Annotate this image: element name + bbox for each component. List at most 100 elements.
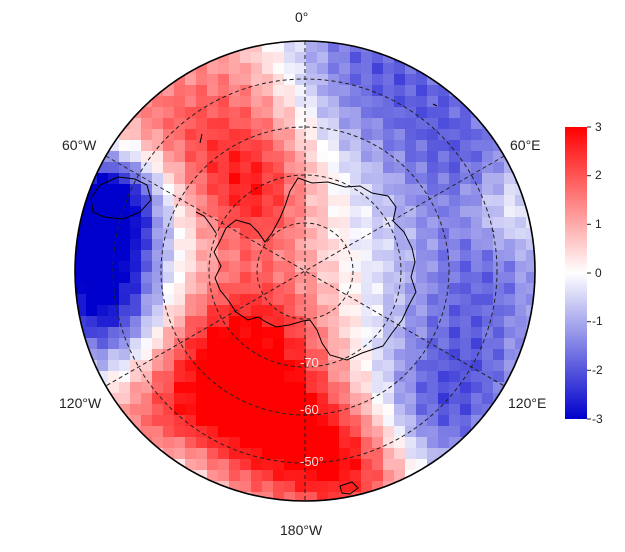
lat-label-70: -70 (300, 355, 319, 370)
anomaly-cell (372, 426, 384, 438)
anomaly-cell (207, 184, 219, 196)
anomaly-cell (471, 250, 483, 262)
anomaly-cell (493, 349, 505, 361)
anomaly-cell (416, 96, 428, 108)
anomaly-cell (317, 129, 329, 141)
anomaly-cell (284, 349, 296, 361)
anomaly-cell (350, 459, 362, 471)
anomaly-cell (449, 426, 461, 438)
anomaly-cell (361, 195, 373, 207)
anomaly-cell (438, 206, 450, 218)
anomaly-cell (383, 250, 395, 262)
anomaly-cell (449, 96, 461, 108)
anomaly-cell (141, 305, 153, 317)
anomaly-cell (284, 63, 296, 75)
anomaly-cell (284, 360, 296, 372)
anomaly-cell (416, 426, 428, 438)
anomaly-cell (273, 415, 285, 427)
anomaly-cell (427, 448, 439, 460)
anomaly-cell (350, 327, 362, 339)
anomaly-cell (328, 294, 340, 306)
anomaly-cell (361, 393, 373, 405)
anomaly-cell (438, 272, 450, 284)
anomaly-cell (152, 162, 164, 174)
anomaly-cell (240, 382, 252, 394)
anomaly-cell (185, 283, 197, 295)
anomaly-cell (361, 481, 373, 493)
anomaly-cell (372, 96, 384, 108)
anomaly-cell (416, 173, 428, 185)
anomaly-cell (372, 85, 384, 97)
anomaly-cell (295, 382, 307, 394)
anomaly-cell (394, 184, 406, 196)
anomaly-cell (493, 173, 505, 185)
anomaly-cell (141, 338, 153, 350)
anomaly-cell (328, 173, 340, 185)
anomaly-cell (97, 239, 109, 251)
anomaly-cell (218, 195, 230, 207)
anomaly-cell (273, 371, 285, 383)
graticule (105, 41, 505, 501)
anomaly-cell (350, 338, 362, 350)
anomaly-cell (130, 173, 142, 185)
anomaly-cell (482, 239, 494, 251)
anomaly-cell (141, 426, 153, 438)
anomaly-cell (482, 195, 494, 207)
anomaly-cell (460, 382, 472, 394)
anomaly-cell (416, 294, 428, 306)
anomaly-cell (196, 415, 208, 427)
anomaly-cell (405, 107, 417, 119)
anomaly-cell (262, 327, 274, 339)
anomaly-cell (251, 173, 263, 185)
anomaly-cell (185, 118, 197, 130)
anomaly-cell (405, 415, 417, 427)
anomaly-cell (504, 360, 516, 372)
anomaly-cell (416, 239, 428, 251)
anomaly-cell (471, 129, 483, 141)
anomaly-cell (427, 437, 439, 449)
anomaly-cell (350, 140, 362, 152)
anomaly-cell (108, 206, 120, 218)
anomaly-cell (174, 272, 186, 284)
anomaly-cell (372, 393, 384, 405)
anomaly-cell (86, 349, 98, 361)
anomaly-cell (515, 239, 527, 251)
anomaly-cell (295, 228, 307, 240)
anomaly-cell (438, 349, 450, 361)
anomaly-cell (284, 481, 296, 493)
anomaly-cell (229, 294, 241, 306)
anomaly-cell (427, 426, 439, 438)
anomaly-cell (416, 360, 428, 372)
anomaly-cell (251, 294, 263, 306)
anomaly-cell (438, 305, 450, 317)
anomaly-cell (284, 448, 296, 460)
anomaly-cell (229, 349, 241, 361)
anomaly-cell (163, 327, 175, 339)
anomaly-cell (141, 140, 153, 152)
anomaly-cell (482, 305, 494, 317)
anomaly-cell (218, 206, 230, 218)
anomaly-cell (504, 217, 516, 229)
anomaly-cell (361, 151, 373, 163)
anomaly-cell (339, 129, 351, 141)
anomaly-cell (185, 393, 197, 405)
anomaly-cell (383, 85, 395, 97)
anomaly-cell (163, 239, 175, 251)
anomaly-cell (427, 85, 439, 97)
anomaly-cell (482, 162, 494, 174)
anomaly-cell (86, 305, 98, 317)
anomaly-cell (196, 459, 208, 471)
anomaly-cell (229, 74, 241, 86)
anomaly-cell (383, 437, 395, 449)
anomaly-cell (405, 173, 417, 185)
anomaly-cell (306, 173, 318, 185)
anomaly-cell (438, 151, 450, 163)
anomaly-cell (196, 481, 208, 493)
anomaly-cell (196, 426, 208, 438)
anomaly-cell (328, 184, 340, 196)
anomaly-cell (251, 74, 263, 86)
anomaly-cell (394, 118, 406, 130)
anomaly-cell (163, 261, 175, 273)
anomaly-cell (372, 437, 384, 449)
anomaly-cell (163, 459, 175, 471)
